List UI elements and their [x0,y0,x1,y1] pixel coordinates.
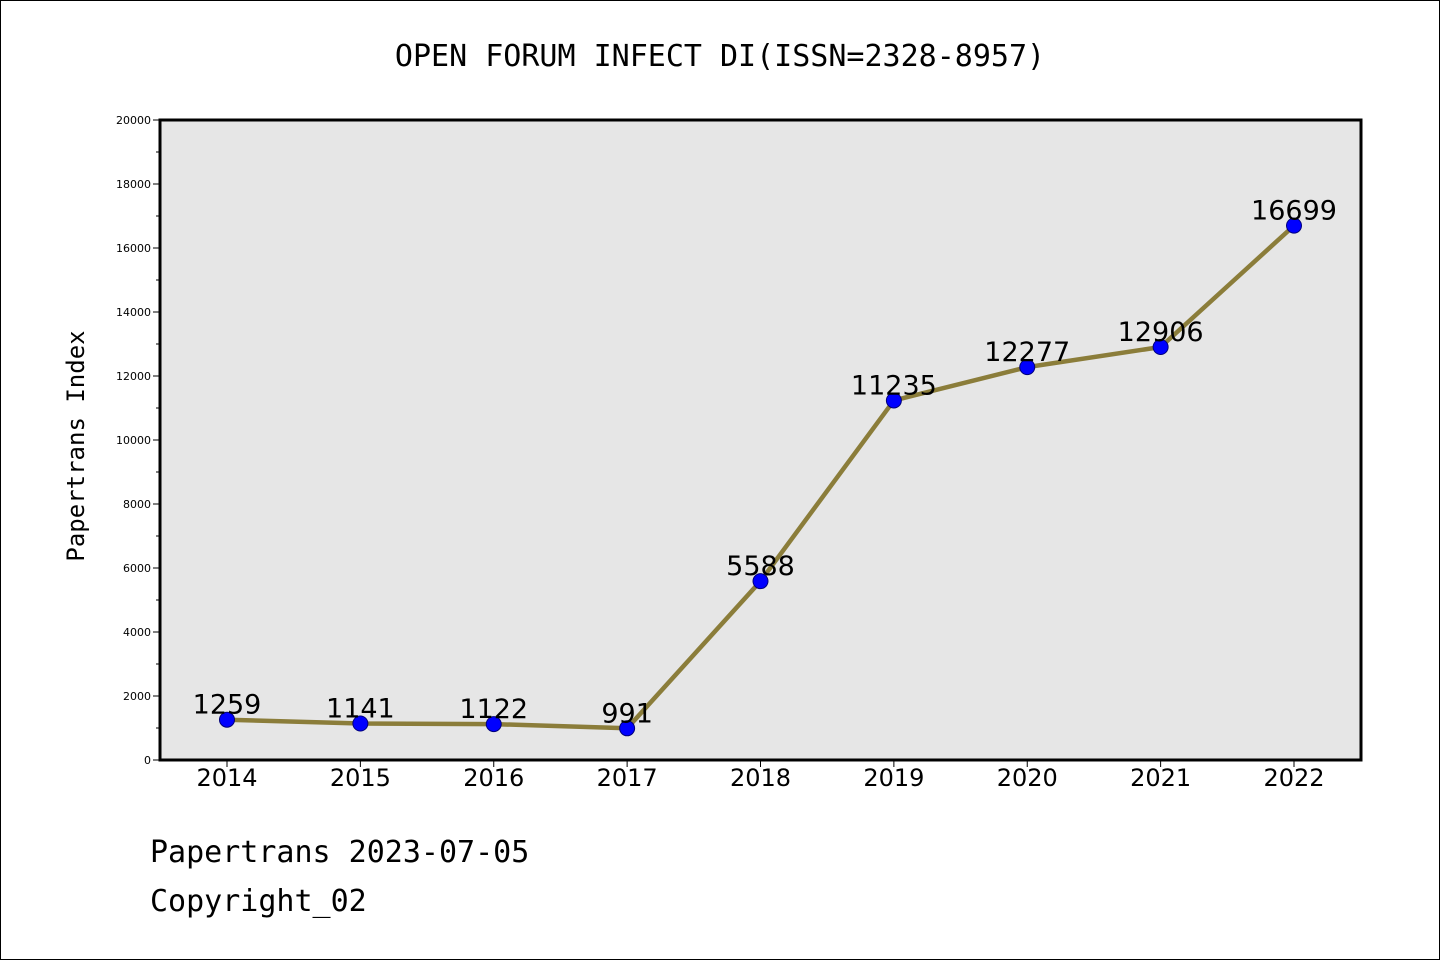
data-label: 11235 [851,370,937,401]
y-tick-label: 8000 [123,498,151,511]
y-tick-label: 18000 [116,178,151,191]
y-tick-label: 2000 [123,690,151,703]
y-axis-ticks: 0 2000 4000 6000 8000 10000 12000 14000 16000 180… [116,114,160,767]
data-label: 5588 [726,551,795,582]
x-tick-label: 2020 [997,764,1058,792]
footer-date: Papertrans 2023-07-05 [150,835,530,870]
x-tick-label: 2021 [1130,764,1191,792]
y-tick-label: 10000 [116,434,151,447]
data-point [219,711,235,728]
data-label: 16699 [1251,196,1337,227]
data-point [752,573,769,590]
data-point [1019,359,1036,376]
data-point [1286,217,1302,234]
data-label: 1141 [326,693,395,724]
x-tick-label: 2014 [196,764,257,792]
y-tick-label: 6000 [123,562,151,575]
x-tick-label: 2015 [330,764,391,792]
x-tick-label: 2019 [863,764,924,792]
y-axis-label: Papertrans Index [62,330,90,561]
plot-area [158,118,1363,762]
data-point [352,715,369,732]
x-tick-label: 2016 [463,764,524,792]
y-tick-label: 0 [144,754,151,767]
data-label: 1122 [459,694,528,725]
y-tick-label: 20000 [116,114,151,127]
data-label: 991 [601,698,653,729]
x-tick-label: 2018 [730,764,791,792]
y-tick-label: 14000 [116,306,151,319]
data-point [619,720,636,737]
series-group: 1259 1141 1122 991 5588 11235 12277 12906 16699 [193,196,1337,737]
data-label: 12277 [984,337,1070,368]
y-tick-label: 12000 [116,370,151,383]
footer-copyright: Copyright_02 [150,884,367,919]
y-tick-label: 4000 [123,626,151,639]
data-point [1152,339,1169,356]
x-tick-label: 2022 [1263,764,1324,792]
y-tick-label: 16000 [116,242,151,255]
x-axis-ticks: 2014 2015 2016 2017 2018 2019 2020 2021 2022 [196,760,1325,792]
chart-title: OPEN FORUM INFECT DI(ISSN=2328-8957) [395,39,1045,74]
data-point [485,716,502,733]
data-point [885,392,902,409]
data-label: 1259 [193,690,262,721]
data-label: 12906 [1118,317,1204,348]
x-tick-label: 2017 [597,764,658,792]
